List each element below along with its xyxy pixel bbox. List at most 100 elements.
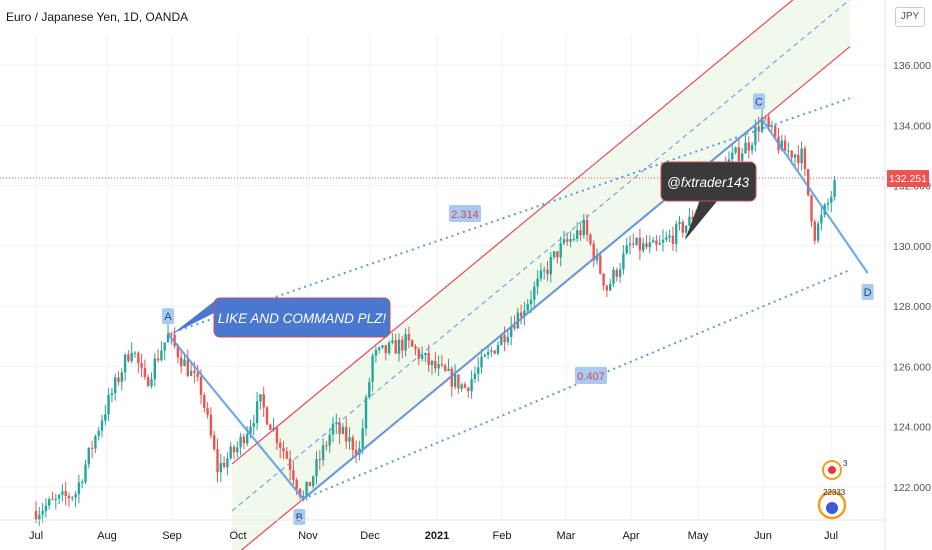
candle-body bbox=[651, 240, 655, 243]
candle-body bbox=[526, 303, 529, 311]
candle-body bbox=[678, 221, 681, 225]
candle-body bbox=[34, 510, 38, 520]
candle-body bbox=[609, 283, 612, 291]
candle-body bbox=[41, 511, 44, 515]
candle-body bbox=[612, 269, 615, 284]
candle-body bbox=[595, 255, 599, 261]
candle-body bbox=[770, 125, 774, 127]
candle-body bbox=[473, 373, 477, 379]
candle-body bbox=[325, 445, 328, 447]
candle-body bbox=[292, 470, 295, 480]
candle-body bbox=[638, 237, 642, 251]
candle-body bbox=[166, 333, 170, 343]
candle-body bbox=[156, 358, 160, 361]
point-d-box bbox=[861, 283, 874, 300]
candle-body bbox=[246, 433, 249, 444]
ytick-label: 136.000 bbox=[893, 60, 931, 72]
candle-body bbox=[549, 257, 552, 275]
candle-body bbox=[285, 451, 288, 459]
candle-body bbox=[173, 334, 176, 346]
candle-body bbox=[747, 142, 750, 151]
candle-body bbox=[453, 374, 457, 387]
xtick-label: Jun bbox=[754, 530, 772, 542]
candle-body bbox=[783, 140, 787, 151]
candle-body bbox=[675, 224, 678, 244]
candle-body bbox=[463, 384, 467, 388]
candle-body bbox=[203, 395, 206, 408]
candle-body bbox=[265, 407, 269, 425]
candle-body bbox=[510, 325, 513, 337]
candle-body bbox=[133, 352, 137, 354]
candle-body bbox=[754, 126, 757, 145]
candle-body bbox=[64, 491, 67, 497]
candle-body bbox=[180, 357, 183, 367]
candle-body bbox=[470, 378, 473, 392]
candle-body bbox=[213, 435, 216, 450]
candle-body bbox=[48, 499, 51, 506]
candle-body bbox=[318, 459, 321, 461]
candle-body bbox=[90, 447, 94, 449]
callout-1-text: LIKE AND COMMAND PLZ! bbox=[218, 311, 387, 326]
candle-body bbox=[500, 335, 503, 345]
candle-body bbox=[371, 355, 374, 382]
candle-body bbox=[71, 497, 74, 499]
xtick-label: Sep bbox=[162, 530, 182, 542]
candle-body bbox=[457, 374, 460, 389]
candle-body bbox=[810, 195, 813, 222]
candle-body bbox=[404, 334, 407, 351]
candle-body bbox=[94, 436, 97, 449]
candle-body bbox=[328, 434, 331, 446]
candle-body bbox=[216, 449, 219, 473]
callout-2-box bbox=[660, 161, 757, 202]
candle-body bbox=[193, 370, 196, 373]
candle-body bbox=[137, 352, 140, 364]
candle-body bbox=[655, 240, 658, 245]
candle-body bbox=[348, 437, 351, 442]
candle-body bbox=[767, 117, 770, 126]
candle-body bbox=[543, 269, 546, 271]
ratio-label-2-text: 0.407 bbox=[577, 371, 605, 383]
candle-body bbox=[275, 427, 279, 444]
candle-body bbox=[559, 243, 562, 258]
candle-body bbox=[54, 498, 57, 500]
badge-text-2: 22333 bbox=[823, 488, 846, 497]
candle-body bbox=[503, 335, 506, 343]
candle-body bbox=[374, 350, 378, 356]
candle-body bbox=[774, 125, 777, 137]
candle-body bbox=[826, 202, 830, 205]
candle-body bbox=[153, 358, 156, 379]
candle-body bbox=[625, 245, 628, 254]
ytick-label: 124.000 bbox=[893, 422, 931, 434]
candle-body bbox=[100, 420, 104, 431]
candle-body bbox=[391, 340, 394, 343]
candle-body bbox=[252, 423, 255, 427]
candle-body bbox=[104, 414, 107, 421]
ratio-line-ac bbox=[167, 97, 851, 336]
candle-body bbox=[110, 393, 114, 395]
candle-body bbox=[114, 377, 117, 394]
candle-body bbox=[460, 384, 463, 389]
candle-body bbox=[447, 368, 450, 371]
candle-body bbox=[414, 346, 417, 350]
candle-body bbox=[150, 378, 153, 387]
candle-body bbox=[236, 447, 239, 453]
candle-body bbox=[506, 336, 510, 343]
currency-button[interactable]: JPY bbox=[895, 7, 925, 27]
candle-body bbox=[618, 269, 622, 277]
candle-body bbox=[361, 428, 364, 449]
candle-body bbox=[671, 235, 675, 244]
candle-body bbox=[77, 482, 81, 495]
candle-body bbox=[529, 299, 533, 304]
ytick-label: 126.000 bbox=[893, 361, 931, 373]
candle-body bbox=[255, 401, 259, 424]
candle-body bbox=[731, 152, 734, 160]
candle-body bbox=[833, 180, 836, 197]
xtick-label: Apr bbox=[622, 530, 639, 542]
xtick-label: Aug bbox=[97, 530, 117, 542]
candle-body bbox=[107, 394, 110, 415]
candle-body bbox=[569, 239, 572, 242]
candle-body bbox=[259, 394, 262, 402]
point-b-box bbox=[293, 508, 306, 525]
channel-median-line bbox=[231, 0, 851, 512]
